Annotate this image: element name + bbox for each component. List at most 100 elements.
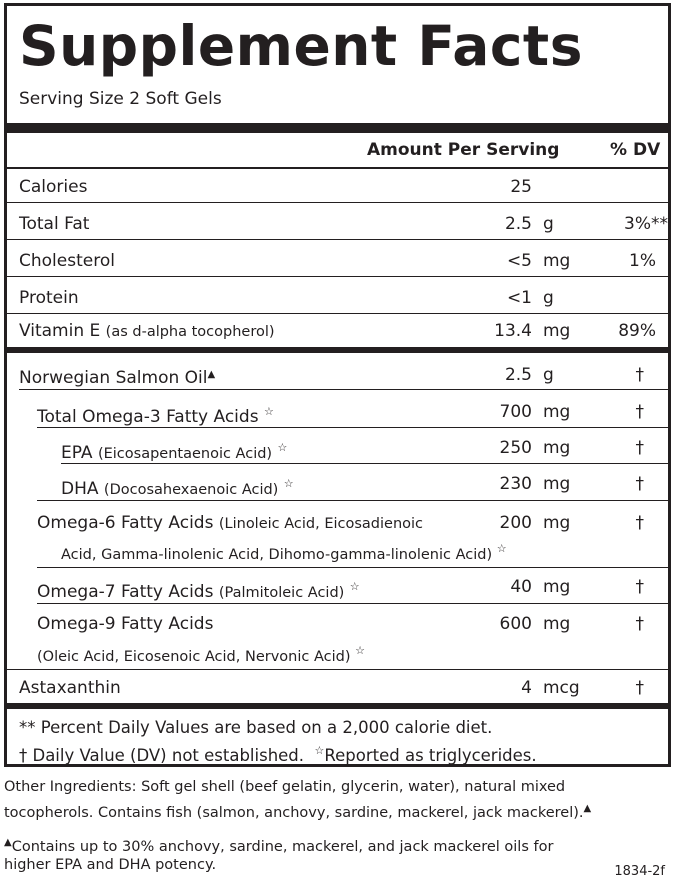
nutrient-name: Astaxanthin [19,678,121,698]
star-icon: ☆ [355,644,365,657]
nutrient-note: (Palmitoleic Acid) [218,585,345,601]
star-icon: ☆ [349,580,360,593]
nutrient-name: Vitamin E (as d-alpha tocopherol) [19,320,275,343]
nutrient-name: EPA (Eicosapentaenoic Acid) ☆ [61,437,287,465]
nutrient-name: Norwegian Salmon Oil▲ [19,364,215,389]
divider [61,463,668,464]
serving-size: Serving Size 2 Soft Gels [19,89,222,109]
nutrient-name: Omega-6 Fatty Acids (Linoleic Acid, Eico… [37,512,423,535]
nutrient-amount: 700 [499,402,532,422]
nutrient-unit: mg [543,513,571,533]
nutrient-label: Omega-7 Fatty Acids [37,582,214,602]
nutrient-name: Total Omega-3 Fatty Acids ☆ [37,401,274,428]
note-text: Contains up to 30% anchovy, sardine, mac… [11,839,554,855]
nutrient-name: Protein [19,288,79,308]
nutrient-name: Omega-7 Fatty Acids (Palmitoleic Acid) ☆ [37,576,360,604]
triangle-icon: ▲ [207,369,216,380]
star-icon: ☆ [283,477,294,490]
star-icon: ☆ [314,744,325,757]
nutrient-unit: g [543,365,554,385]
thick-rule [7,123,668,133]
nutrient-note: (Oleic Acid, Eicosenoic Acid, Nervonic A… [37,649,351,665]
nutrient-name: Omega-9 Fatty Acids [37,614,214,634]
nutrient-amount: <5 [506,251,532,271]
nutrient-amount: 2.5 [504,365,532,385]
nutrient-label: Total Omega-3 Fatty Acids [37,407,259,427]
nutrient-dv: † [635,577,645,597]
nutrient-dv: 3%** [624,214,668,234]
nutrient-label: DHA [61,479,99,499]
nutrient-amount: <1 [506,288,532,308]
dv-header: % DV [610,140,661,160]
nutrient-unit: mg [543,614,571,634]
nutrient-unit: mg [543,577,571,597]
nutrient-note-continued: Acid, Gamma-linolenic Acid, Dihomo-gamma… [61,538,507,566]
nutrient-dv: † [635,513,645,533]
panel-title: Supplement Facts [19,14,583,78]
nutrient-dv: † [635,438,645,458]
nutrient-name: DHA (Docosahexaenoic Acid) ☆ [61,473,294,501]
nutrient-unit: mg [543,474,571,494]
nutrient-note: (as d-alpha tocopherol) [105,324,275,340]
nutrient-amount: 25 [510,177,532,197]
star-icon: ☆ [263,405,274,418]
nutrient-label: Omega-6 Fatty Acids [37,513,214,533]
divider [37,427,668,428]
footnote-dv-basis: ** Percent Daily Values are based on a 2… [19,718,493,737]
thick-rule [7,347,668,353]
nutrient-name: Cholesterol [19,251,115,271]
nutrient-dv: † [635,474,645,494]
footnote-text: † Daily Value (DV) not established. [19,746,305,765]
nutrient-dv: 1% [629,251,656,271]
star-icon: ☆ [496,542,507,555]
divider [19,389,668,390]
oil-note-line2: higher EPA and DHA potency. [4,857,217,873]
nutrient-unit: mg [543,402,571,422]
divider [7,313,668,314]
nutrient-dv: † [635,678,645,698]
supplement-facts-panel: Supplement Facts Serving Size 2 Soft Gel… [4,3,671,767]
divider [7,276,668,277]
triangle-icon: ▲ [4,837,12,848]
footnote-dv-established: † Daily Value (DV) not established. ☆Rep… [19,739,537,768]
nutrient-amount: 250 [499,438,532,458]
nutrient-unit: g [543,214,554,234]
nutrient-dv: 89% [618,321,656,341]
divider [7,167,668,169]
nutrient-amount: 200 [499,513,532,533]
nutrient-unit: mg [543,251,571,271]
ingredients-text: tocopherols. Contains fish (salmon, anch… [4,805,584,821]
divider [7,239,668,240]
nutrient-note-continued: (Oleic Acid, Eicosenoic Acid, Nervonic A… [37,640,365,668]
nutrient-label: Vitamin E [19,321,101,341]
oil-note-line1: ▲Contains up to 30% anchovy, sardine, ma… [4,832,553,858]
divider [37,603,668,604]
nutrient-note: (Docosahexaenoic Acid) [103,482,279,498]
thick-rule [7,703,668,709]
divider [37,567,668,568]
nutrient-name: Calories [19,177,88,197]
nutrient-amount: 230 [499,474,532,494]
nutrient-unit: mg [543,321,571,341]
triangle-icon: ▲ [583,803,592,814]
nutrient-dv: † [635,365,645,385]
nutrient-amount: 13.4 [494,321,532,341]
divider [37,500,668,501]
nutrient-amount: 4 [521,678,532,698]
nutrient-dv: † [635,402,645,422]
nutrient-label: EPA [61,443,93,463]
product-code: 1834-2f [614,864,665,879]
nutrient-unit: g [543,288,554,308]
nutrient-note: Acid, Gamma-linolenic Acid, Dihomo-gamma… [61,547,493,563]
divider [7,202,668,203]
star-icon: ☆ [277,441,288,454]
nutrient-amount: 2.5 [504,214,532,234]
nutrient-unit: mcg [543,678,580,698]
nutrient-amount: 40 [510,577,532,597]
nutrient-label: Norwegian Salmon Oil [19,368,208,388]
nutrient-unit: mg [543,438,571,458]
amount-header: Amount Per Serving [367,140,560,160]
other-ingredients-line2: tocopherols. Contains fish (salmon, anch… [4,798,591,824]
other-ingredients-line1: Other Ingredients: Soft gel shell (beef … [4,779,566,795]
nutrient-note: (Linoleic Acid, Eicosadienoic [218,516,424,532]
